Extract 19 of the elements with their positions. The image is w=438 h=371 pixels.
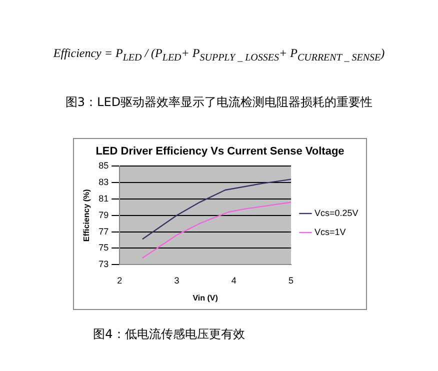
x-tick-label: 3 xyxy=(174,275,180,286)
caption: 图4：低电流传感电压更有效 xyxy=(92,326,246,343)
x-tick-label: 2 xyxy=(117,275,122,286)
caption: 图3：LED驱动器效率显示了电流检测电阻器损耗的重要性 xyxy=(64,94,374,111)
y-tick-label: 79 xyxy=(98,210,109,220)
y-tick-label: 83 xyxy=(98,177,109,188)
text: Efficiency = P$_{LED}$ / (P$_{LED}$+ P$_{SUPPLY _ LOSSES}$+ P$_{CURRENT _ SENSE}$) xyxy=(53,46,385,64)
y-tick-label: 75 xyxy=(98,242,109,253)
y-axis-title: Efficiency (%) xyxy=(82,188,92,242)
legend-label: Vcs=1V xyxy=(314,226,346,237)
y-tick-label: 85 xyxy=(98,160,109,171)
y-tick-label: 81 xyxy=(98,193,109,204)
legend-label: Vcs=0.25V xyxy=(314,208,358,218)
x-tick-label: 5 xyxy=(288,275,294,286)
chart-title: LED Driver Efficiency Vs Current Sense Voltage xyxy=(96,146,344,158)
y-tick-label: 77 xyxy=(98,226,109,236)
x-axis-title: Vin (V) xyxy=(192,293,218,302)
x-tick-label: 4 xyxy=(231,275,236,286)
y-tick-label: 73 xyxy=(98,259,109,270)
